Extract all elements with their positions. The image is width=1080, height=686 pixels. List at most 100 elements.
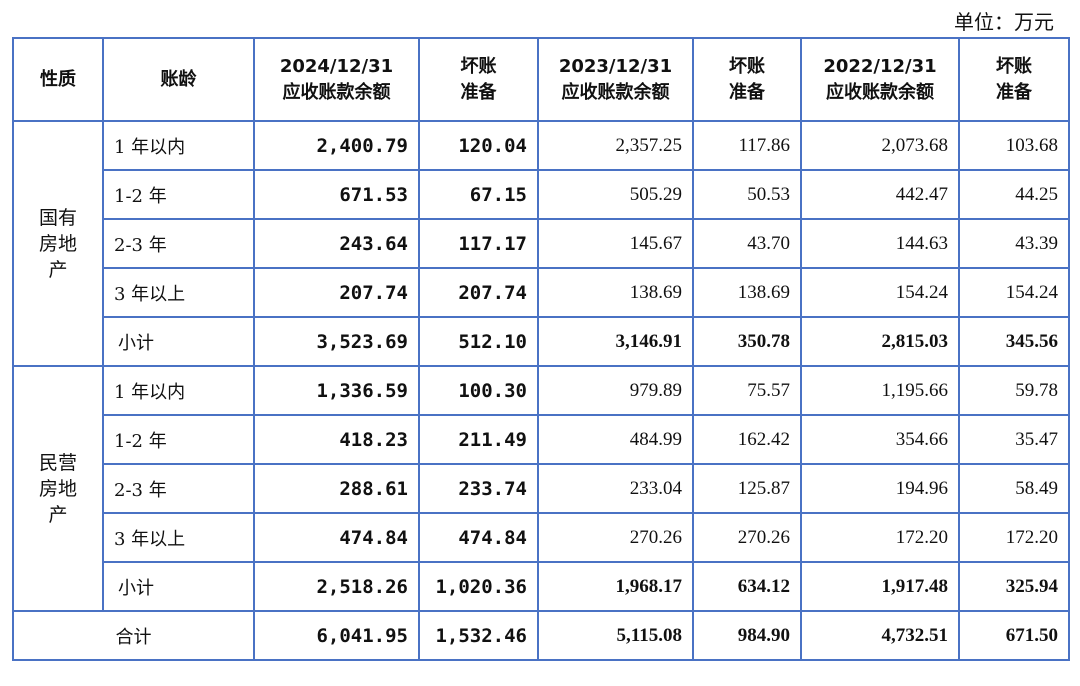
value-cell: 59.78 xyxy=(958,365,1070,416)
value-cell: 145.67 xyxy=(537,218,694,269)
value-cell: 211.49 xyxy=(418,414,539,465)
total-value: 1,532.46 xyxy=(418,610,539,661)
category-cell: 国有 房地 产 xyxy=(12,120,104,367)
total-value: 984.90 xyxy=(692,610,802,661)
value-cell: 117.17 xyxy=(418,218,539,269)
value-cell: 43.39 xyxy=(958,218,1070,269)
value-cell: 505.29 xyxy=(537,169,694,220)
value-cell: 233.04 xyxy=(537,463,694,514)
value-cell: 207.74 xyxy=(418,267,539,318)
value-cell: 2,073.68 xyxy=(800,120,960,171)
table-row: 2-3 年 288.61 233.74 233.04 125.87 194.96 58.49 xyxy=(13,463,1070,514)
value-cell: 1,917.48 xyxy=(800,561,960,612)
value-cell: 979.89 xyxy=(537,365,694,416)
column-header: 坏账 准备 xyxy=(692,37,802,122)
table-row: 3 年以上 207.74 207.74 138.69 138.69 154.24 154.2… xyxy=(13,267,1070,318)
total-label: 合计 xyxy=(12,610,255,661)
total-value: 671.50 xyxy=(958,610,1070,661)
value-cell: 125.87 xyxy=(692,463,802,514)
total-value: 5,115.08 xyxy=(537,610,694,661)
receivables-table: 性质 账龄 2024/12/31 应收账款余额 坏账 准备 2023/12/31 应收账… xyxy=(12,37,1070,661)
value-cell: 154.24 xyxy=(958,267,1070,318)
value-cell: 3,523.69 xyxy=(253,316,420,367)
value-cell: 44.25 xyxy=(958,169,1070,220)
value-cell: 354.66 xyxy=(800,414,960,465)
subtotal-row: 小计 3,523.69 512.10 3,146.91 350.78 2,815.03 34… xyxy=(13,316,1070,367)
subtotal-row: 小计 2,518.26 1,020.36 1,968.17 634.12 1,917.48… xyxy=(13,561,1070,612)
value-cell: 325.94 xyxy=(958,561,1070,612)
value-cell: 50.53 xyxy=(692,169,802,220)
value-cell: 418.23 xyxy=(253,414,420,465)
value-cell: 162.42 xyxy=(692,414,802,465)
value-cell: 270.26 xyxy=(537,512,694,563)
value-cell: 270.26 xyxy=(692,512,802,563)
table-row: 1-2 年 671.53 67.15 505.29 50.53 442.47 44.25 xyxy=(13,169,1070,220)
value-cell: 2,357.25 xyxy=(537,120,694,171)
category-cell: 民营 房地 产 xyxy=(12,365,104,612)
aging-cell: 3 年以上 xyxy=(102,512,255,563)
column-header: 坏账 准备 xyxy=(418,37,539,122)
value-cell: 634.12 xyxy=(692,561,802,612)
value-cell: 67.15 xyxy=(418,169,539,220)
aging-cell: 1 年以内 xyxy=(102,120,255,171)
aging-cell: 1 年以内 xyxy=(102,365,255,416)
aging-cell: 3 年以上 xyxy=(102,267,255,318)
value-cell: 194.96 xyxy=(800,463,960,514)
unit-label: 单位：万元 xyxy=(954,10,1054,34)
column-header: 账龄 xyxy=(102,37,255,122)
aging-cell: 小计 xyxy=(102,561,255,612)
value-cell: 207.74 xyxy=(253,267,420,318)
value-cell: 117.86 xyxy=(692,120,802,171)
value-cell: 58.49 xyxy=(958,463,1070,514)
value-cell: 288.61 xyxy=(253,463,420,514)
column-header: 坏账 准备 xyxy=(958,37,1070,122)
value-cell: 243.64 xyxy=(253,218,420,269)
table-row: 3 年以上 474.84 474.84 270.26 270.26 172.20 172.2… xyxy=(13,512,1070,563)
value-cell: 2,518.26 xyxy=(253,561,420,612)
value-cell: 474.84 xyxy=(418,512,539,563)
value-cell: 1,020.36 xyxy=(418,561,539,612)
value-cell: 100.30 xyxy=(418,365,539,416)
value-cell: 2,400.79 xyxy=(253,120,420,171)
value-cell: 144.63 xyxy=(800,218,960,269)
aging-cell: 2-3 年 xyxy=(102,463,255,514)
aging-cell: 小计 xyxy=(102,316,255,367)
value-cell: 442.47 xyxy=(800,169,960,220)
value-cell: 43.70 xyxy=(692,218,802,269)
value-cell: 345.56 xyxy=(958,316,1070,367)
column-header: 2024/12/31 应收账款余额 xyxy=(253,37,420,122)
column-header: 2023/12/31 应收账款余额 xyxy=(537,37,694,122)
value-cell: 1,968.17 xyxy=(537,561,694,612)
value-cell: 172.20 xyxy=(800,512,960,563)
value-cell: 474.84 xyxy=(253,512,420,563)
value-cell: 3,146.91 xyxy=(537,316,694,367)
value-cell: 233.74 xyxy=(418,463,539,514)
value-cell: 1,336.59 xyxy=(253,365,420,416)
total-row: 合计 6,041.95 1,532.46 5,115.08 984.90 4,732.51… xyxy=(12,610,1070,661)
column-header: 2022/12/31 应收账款余额 xyxy=(800,37,960,122)
total-value: 6,041.95 xyxy=(253,610,420,661)
table-row: 1-2 年 418.23 211.49 484.99 162.42 354.66 35.47 xyxy=(13,414,1070,465)
value-cell: 2,815.03 xyxy=(800,316,960,367)
value-cell: 138.69 xyxy=(537,267,694,318)
column-header: 性质 xyxy=(12,37,104,122)
value-cell: 172.20 xyxy=(958,512,1070,563)
value-cell: 512.10 xyxy=(418,316,539,367)
value-cell: 671.53 xyxy=(253,169,420,220)
aging-cell: 1-2 年 xyxy=(102,414,255,465)
aging-cell: 2-3 年 xyxy=(102,218,255,269)
value-cell: 154.24 xyxy=(800,267,960,318)
header-row: 性质 账龄 2024/12/31 应收账款余额 坏账 准备 2023/12/31 应收账… xyxy=(12,37,1070,122)
value-cell: 35.47 xyxy=(958,414,1070,465)
value-cell: 484.99 xyxy=(537,414,694,465)
value-cell: 138.69 xyxy=(692,267,802,318)
value-cell: 103.68 xyxy=(958,120,1070,171)
value-cell: 75.57 xyxy=(692,365,802,416)
aging-cell: 1-2 年 xyxy=(102,169,255,220)
total-value: 4,732.51 xyxy=(800,610,960,661)
value-cell: 350.78 xyxy=(692,316,802,367)
table-row: 2-3 年 243.64 117.17 145.67 43.70 144.63 43.39 xyxy=(13,218,1070,269)
value-cell: 1,195.66 xyxy=(800,365,960,416)
